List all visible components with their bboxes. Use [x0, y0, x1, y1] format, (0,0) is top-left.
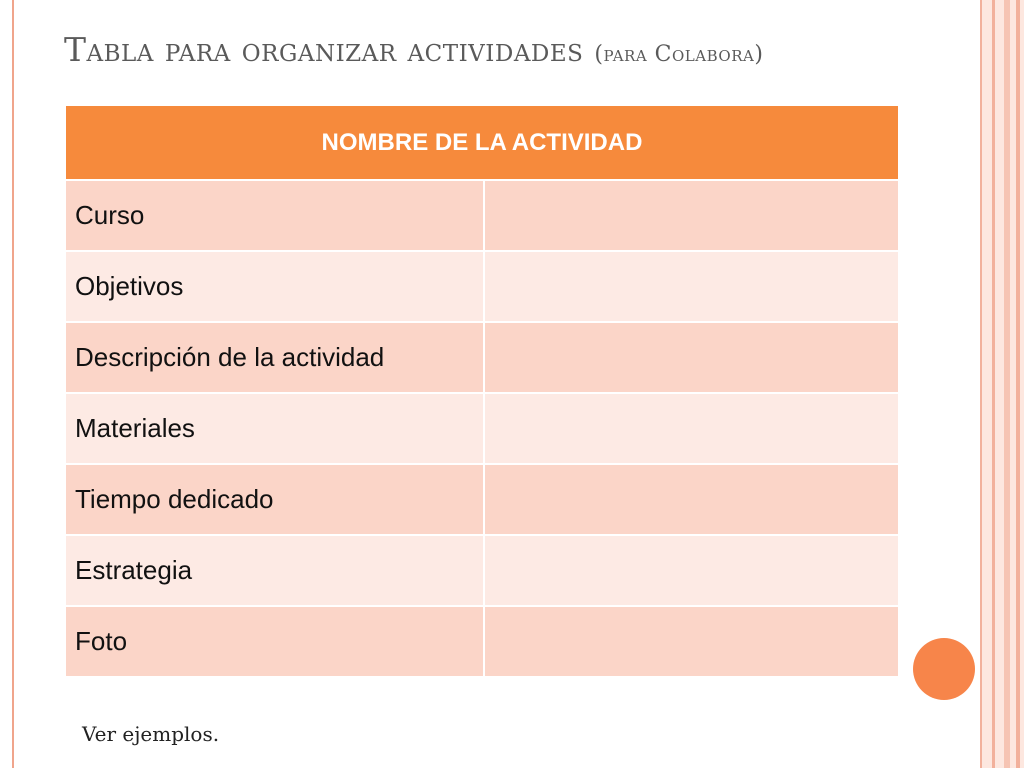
table-row: Curso	[64, 179, 900, 252]
decorative-circle	[913, 638, 975, 700]
left-border-line	[12, 0, 14, 768]
slide-title-sub: (para Colabora)	[594, 42, 764, 67]
decorative-stripe	[980, 0, 982, 768]
activity-table: NOMBRE DE LA ACTIVIDAD Curso Objetivos D…	[64, 104, 900, 678]
table-row: Objetivos	[64, 250, 900, 323]
decorative-stripe	[1004, 0, 1010, 768]
row-value-tiempo[interactable]	[483, 463, 900, 536]
row-value-materiales[interactable]	[483, 392, 900, 465]
table-header-row: NOMBRE DE LA ACTIVIDAD	[64, 104, 900, 181]
row-label-tiempo: Tiempo dedicado	[64, 463, 485, 536]
decorative-stripe	[1016, 0, 1020, 768]
table-row: Tiempo dedicado	[64, 463, 900, 536]
row-label-estrategia: Estrategia	[64, 534, 485, 607]
row-label-descripcion: Descripción de la actividad	[64, 321, 485, 394]
row-label-curso: Curso	[64, 179, 485, 252]
footer-note: Ver ejemplos.	[82, 722, 220, 746]
row-label-materiales: Materiales	[64, 392, 485, 465]
table-row: Descripción de la actividad	[64, 321, 900, 394]
row-value-foto[interactable]	[483, 605, 900, 678]
table-row: Estrategia	[64, 534, 900, 607]
row-value-objetivos[interactable]	[483, 250, 900, 323]
slide-title-main: Tabla para organizar actividades	[64, 30, 584, 69]
table-row: Materiales	[64, 392, 900, 465]
row-value-estrategia[interactable]	[483, 534, 900, 607]
row-label-foto: Foto	[64, 605, 485, 678]
slide-title: Tabla para organizar actividades (para C…	[64, 30, 964, 69]
table-row: Foto	[64, 605, 900, 678]
row-value-descripcion[interactable]	[483, 321, 900, 394]
table-header: NOMBRE DE LA ACTIVIDAD	[64, 104, 900, 181]
row-value-curso[interactable]	[483, 179, 900, 252]
row-label-objetivos: Objetivos	[64, 250, 485, 323]
decorative-stripe	[992, 0, 995, 768]
